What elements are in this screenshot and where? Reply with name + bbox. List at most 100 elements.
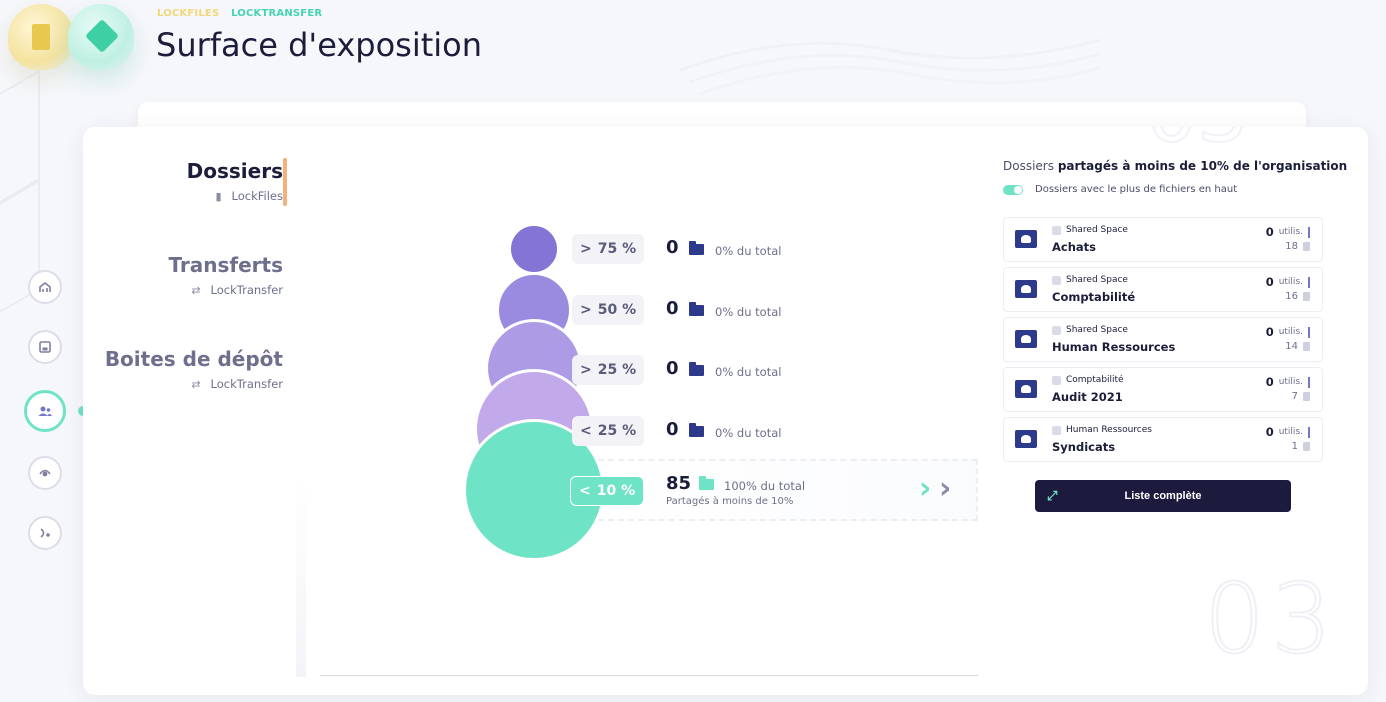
transfer-icon: ⇄ [191,283,201,297]
tab-boites-title: Boites de dépôt [104,347,283,371]
tab-dossiers-sub: LockFiles [231,189,283,203]
shared-folder-icon [1015,430,1037,448]
document-icon [1303,292,1310,301]
row-percent: 100% du total [724,479,806,493]
document-icon [1303,342,1310,351]
list-item[interactable]: Shared Space Human Ressources 0 utilis. 1… [1003,317,1323,362]
sort-toggle-label: Dossiers avec le plus de fichiers en hau… [1035,184,1238,195]
tab-dossiers-title: Dossiers [186,159,283,183]
row-count: 0 [666,298,679,319]
space-icon [1052,325,1061,335]
folder-icon [689,302,704,316]
tab-boites-de-depot[interactable]: Boites de dépôt ⇄ LockTransfer [83,347,283,391]
rail-save-button[interactable] [28,330,62,364]
users-bar [1308,226,1310,238]
chevron-right-icon: > [580,362,592,378]
item-name: Human Ressources [1052,340,1176,354]
sort-toggle-row: Dossiers avec le plus de fichiers en hau… [1003,184,1237,195]
background-hexagon [0,179,40,331]
space-icon [1052,425,1061,435]
users-bar [1308,326,1310,338]
folder-icon [689,423,704,437]
users-bar [1308,276,1310,288]
tab-transferts-title: Transferts [168,253,283,277]
row-percent: 0% du total [715,426,782,440]
dashboard-icon [39,281,51,292]
item-name: Audit 2021 [1052,390,1123,404]
item-name: Achats [1052,240,1097,254]
exposure-icon [39,469,51,477]
threshold-badge-75[interactable]: >75 % [572,234,645,264]
chevron-right-icon: > [580,302,592,318]
tab-transferts[interactable]: Transferts ⇄ LockTransfer [83,253,283,297]
sort-toggle[interactable] [1003,184,1023,195]
rail-users-button[interactable] [24,390,66,432]
transfer-icon: ⇄ [191,377,201,391]
row-count: 0 [666,358,679,379]
selected-row-highlight [598,459,978,521]
row-percent: 0% du total [715,244,782,258]
page-title: Surface d'exposition [156,26,482,64]
threshold-badge-50[interactable]: >50 % [572,295,645,325]
row-subtitle: Partagés à moins de 10% [666,496,794,507]
chevron-left-icon: < [580,423,592,439]
watermark-number: 03 [1203,562,1338,676]
product-logos [6,4,136,74]
chevron-right-icon: › [939,471,952,506]
list-item[interactable]: Human Ressources Syndicats 0 utilis. 1 [1003,417,1323,462]
rail-dashboard-button[interactable] [28,270,62,304]
folder-icon [689,241,704,255]
row-count: 0 [666,237,679,258]
document-icon [1303,242,1310,251]
lockfiles-logo-icon[interactable] [8,4,74,70]
breadcrumb-lockfiles[interactable]: LOCKFILES [157,8,220,19]
users-bar [1308,426,1310,438]
space-icon [1052,275,1061,285]
list-item[interactable]: Comptabilité Audit 2021 0 utilis. 7 [1003,367,1323,412]
users-icon [38,406,52,416]
folder-icon [689,362,704,376]
shared-folder-icon [1015,380,1037,398]
shared-folder-icon [1015,280,1037,298]
folder-list: Shared Space Achats 0 utilis. 18 Shared S… [1003,217,1323,467]
tab-boites-sub: LockTransfer [210,377,283,391]
exposure-card: 03 03 Dossiers ▮ LockFiles Transferts ⇄ Lo… [83,127,1368,695]
expand-icon: ⤢ [1047,488,1058,503]
shared-folder-icon [1015,230,1037,248]
rail-logout-button[interactable] [28,516,62,550]
scroll-shadow [296,477,306,677]
row-count: 0 [666,419,679,440]
bubble-75[interactable] [508,223,560,275]
users-bar [1308,376,1310,388]
space-icon [1052,225,1061,235]
logout-icon [40,528,50,538]
item-name: Syndicats [1052,440,1116,454]
list-item[interactable]: Shared Space Achats 0 utilis. 18 [1003,217,1323,262]
chevron-right-icon: > [580,241,592,257]
tab-dossiers[interactable]: Dossiers ▮ LockFiles [83,158,287,206]
row-count: 85 [666,473,692,494]
save-icon [39,341,51,353]
active-tab-bar [283,158,287,206]
rail-exposure-button[interactable] [28,456,62,490]
threshold-badge-10[interactable]: <10 % [570,476,645,506]
threshold-badge-25-up[interactable]: >25 % [572,355,645,385]
shared-folder-icon [1015,330,1037,348]
document-icon [1303,392,1310,401]
chevron-left-icon: < [579,483,591,499]
list-item[interactable]: Shared Space Comptabilité 0 utilis. 16 [1003,267,1323,312]
threshold-badge-25-down[interactable]: <25 % [572,416,645,446]
background-waves [680,38,1100,96]
panel-title: Dossiers partagés à moins de 10% de l'or… [1003,159,1348,173]
breadcrumb-locktransfer[interactable]: LOCKTRANSFER [231,8,323,19]
folder-icon [699,476,714,490]
document-icon [1303,442,1310,451]
full-list-button[interactable]: ⤢ Liste complète [1035,480,1291,512]
watermark-top: 03 [1145,127,1249,161]
item-name: Comptabilité [1052,290,1136,304]
breadcrumb: LOCKFILES LOCKTRANSFER [157,8,322,19]
space-icon [1052,375,1061,385]
locktransfer-logo-icon[interactable] [68,4,134,70]
file-icon: ▮ [215,189,222,203]
chevron-right-icon: › [919,471,932,506]
